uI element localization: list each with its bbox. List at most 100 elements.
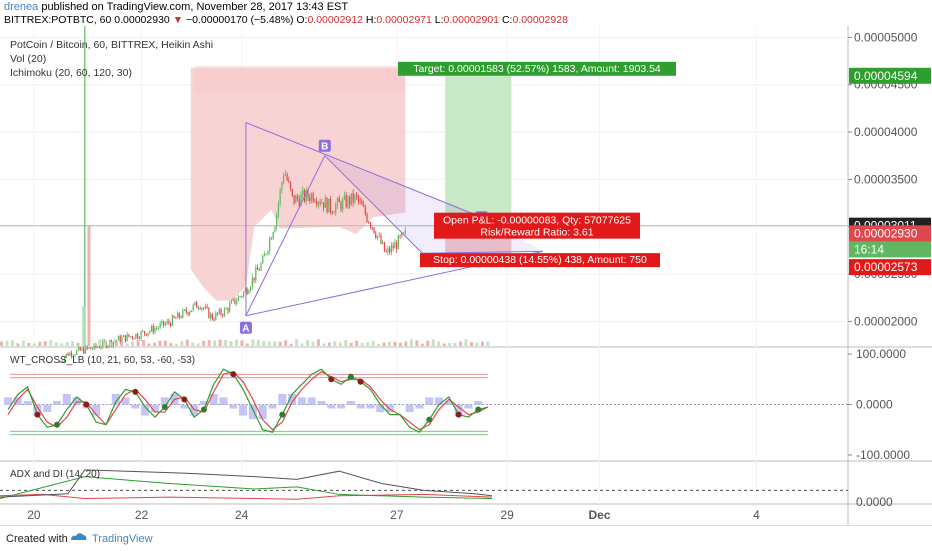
volume-legend: Vol (20) — [10, 53, 46, 65]
wt-diff-bar — [121, 397, 130, 405]
wt-diff-bar — [464, 404, 473, 409]
wt-diff-bar — [141, 404, 150, 416]
tradingview-logo-icon — [71, 533, 87, 540]
volume-bar — [393, 341, 397, 346]
wt-cross-dot — [53, 421, 60, 428]
candle — [237, 296, 240, 301]
volume-bar — [366, 342, 370, 346]
candle — [196, 302, 198, 308]
time-tick-label: 29 — [500, 508, 514, 522]
volume-bar — [480, 341, 484, 346]
price-axis-label-bg — [849, 241, 931, 258]
candle — [88, 347, 90, 349]
volume-bar — [32, 343, 36, 346]
candle — [397, 235, 399, 250]
candle — [291, 189, 293, 196]
target-label-text: Target: 0.00001583 (52.57%) 1583, Amount… — [413, 63, 661, 75]
candle — [366, 214, 368, 222]
candle — [373, 227, 375, 234]
candle — [182, 309, 184, 318]
wt-diff-bar — [278, 393, 287, 405]
candle — [336, 198, 339, 205]
candle — [333, 212, 335, 214]
author-link[interactable]: drenea — [4, 1, 39, 13]
volume-bar — [98, 339, 102, 346]
candle — [187, 312, 189, 315]
candle — [390, 245, 393, 253]
price-tick-label: 0.00003500 — [854, 172, 918, 186]
volume-bar — [103, 339, 107, 346]
candle — [213, 319, 215, 321]
candle — [382, 241, 384, 244]
volume-bar — [475, 342, 479, 346]
candle — [102, 340, 104, 348]
volume-bar — [54, 342, 58, 346]
candle — [289, 181, 292, 190]
stop-label[interactable]: Stop: 0.00000438 (14.55%) 438, Amount: 7… — [420, 253, 660, 268]
candle — [123, 335, 125, 338]
candle — [352, 193, 354, 203]
rr-text: Risk/Reward Ratio: 3.61 — [480, 227, 593, 239]
volume-bar — [431, 339, 435, 346]
candle — [79, 347, 81, 351]
candle — [324, 197, 326, 208]
candle — [263, 254, 266, 257]
candle — [223, 308, 226, 316]
candle — [216, 312, 219, 314]
volume-bar — [453, 343, 457, 346]
volume-bar — [234, 339, 238, 346]
pnl-label[interactable]: Open P&L: -0.00000083, Qty: 57077625Risk… — [434, 212, 640, 239]
publish-info: published on TradingView.com, November 2… — [38, 1, 349, 13]
chart-canvas[interactable]: ABDTarget: 0.00001583 (52.57%) 1583, Amo… — [0, 26, 932, 525]
high-label: H: — [365, 14, 377, 26]
pattern-wedge[interactable] — [245, 121, 482, 316]
candle — [190, 310, 193, 312]
candle — [253, 277, 255, 281]
candle — [364, 206, 366, 215]
volume-bar — [38, 341, 42, 346]
wt-cross-dot — [83, 401, 90, 408]
volume-bar — [169, 343, 173, 346]
candle — [218, 309, 220, 314]
candle — [276, 214, 278, 228]
candle — [338, 198, 340, 203]
candle — [96, 346, 99, 348]
candle — [361, 201, 363, 205]
pattern-point-b[interactable]: B — [318, 139, 331, 153]
candle — [130, 336, 132, 338]
tradingview-brand-link[interactable]: TradingView — [92, 533, 153, 545]
volume-bar — [136, 339, 140, 346]
target-label[interactable]: Target: 0.00001583 (52.57%) 1583, Amount… — [398, 61, 676, 76]
candle — [220, 309, 222, 315]
wt-cross-dot — [347, 373, 354, 380]
wt-diff-bar — [33, 404, 42, 416]
volume-bar — [163, 340, 167, 346]
wt-legend: WT_CROSS_LB (10, 21, 60, 53, -60, -53) — [10, 355, 195, 366]
volume-bar — [147, 343, 151, 346]
candle — [70, 352, 73, 357]
wt-diff-bar — [72, 397, 81, 405]
volume-bar — [404, 341, 408, 346]
wt-diff-bar — [160, 397, 169, 405]
candle — [350, 193, 353, 205]
pattern-point-a[interactable]: A — [239, 321, 252, 335]
candle — [225, 308, 227, 310]
candle — [211, 313, 213, 320]
wt-diff-bar — [405, 404, 414, 413]
candle — [166, 320, 168, 324]
price-axis-label-bg — [849, 225, 931, 242]
pattern-xabcd[interactable] — [245, 154, 543, 316]
wt-diff-bar — [474, 400, 483, 405]
volume-bar — [420, 343, 424, 346]
wt-cross-dot — [200, 406, 207, 413]
volume-bar — [174, 343, 178, 346]
volume-bar — [49, 340, 53, 346]
wt1-line — [7, 368, 489, 434]
candle — [230, 300, 233, 304]
candle — [189, 311, 191, 315]
wt-diff-bar — [4, 397, 12, 405]
time-tick-label: 4 — [753, 508, 760, 522]
volume-bar — [464, 339, 468, 346]
pnl-label-bg — [434, 212, 640, 239]
target-zone[interactable] — [445, 75, 512, 226]
